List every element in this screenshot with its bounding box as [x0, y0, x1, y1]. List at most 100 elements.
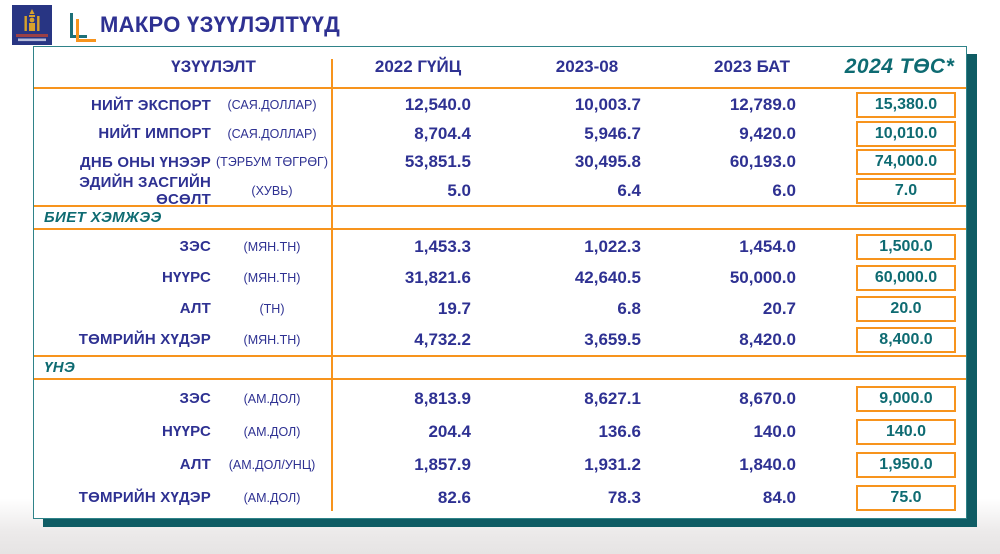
row-label-cell: НҮҮРС (МЯН.ТН) [34, 269, 333, 286]
table-row: НИЙТ ИМПОРТ (САЯ.ДОЛЛАР) 8,704.4 5,946.7… [34, 120, 966, 149]
value-2023-08: 42,640.5 [574, 267, 641, 287]
row-label: НИЙТ ЭКСПОРТ [90, 96, 211, 114]
table-header-row: ҮЗҮҮЛЭЛТ 2022 ГҮЙЦ 2023-08 2023 БАТ 2024… [34, 47, 966, 89]
value-2023-08: 78.3 [607, 487, 641, 507]
value-2024-cell: 74,000.0 [833, 149, 966, 176]
value-2022-actual: 31,821.6 [404, 267, 471, 287]
axes-orange-line [76, 19, 96, 42]
value-2024-budget: 60,000.0 [874, 268, 938, 286]
value-2024-budget-box: 10,010.0 [856, 120, 956, 147]
row-label-cell: ЗЭС (МЯН.ТН) [34, 238, 333, 255]
table-row: ТӨМРИЙН ХҮДЭР (МЯН.ТН) 4,732.2 3,659.5 8… [34, 324, 966, 355]
value-2022-actual: 8,704.4 [414, 123, 471, 143]
value-2023-08: 136.6 [598, 421, 641, 441]
table-row: НҮҮРС (МЯН.ТН) 31,821.6 42,640.5 50,000.… [34, 262, 966, 293]
row-label: ЭДИЙН ЗАСГИЙН ӨСӨЛТ [79, 173, 211, 208]
section-band-price: ҮНЭ [34, 355, 966, 380]
value-2023-approved: 8,670.0 [739, 388, 796, 408]
row-label: НИЙТ ИМПОРТ [98, 125, 211, 143]
value-2023-08: 8,627.1 [584, 388, 641, 408]
row-label-cell: АЛТ (АМ.ДОЛ/УНЦ) [34, 456, 333, 473]
value-2024-cell: 1,950.0 [833, 451, 966, 478]
table-row: АЛТ (ТН) 19.7 6.8 20.7 20.0 [34, 293, 966, 324]
row-label-cell: ТӨМРИЙН ХҮДЭР (МЯН.ТН) [34, 331, 333, 348]
table-row: НИЙТ ЭКСПОРТ (САЯ.ДОЛЛАР) 12,540.0 10,00… [34, 91, 966, 120]
value-2023-08: 1,931.2 [584, 454, 641, 474]
row-unit: (МЯН.ТН) [243, 332, 301, 347]
row-unit: (АМ.ДОЛ) [243, 391, 301, 406]
value-2024-budget: 10,010.0 [874, 124, 938, 142]
row-label: ТӨМРИЙН ХҮДЭР [78, 489, 211, 506]
row-label-cell: ДНБ ОНЫ ҮНЭЭР (ТЭРБУМ ТӨГРӨГ) [34, 154, 333, 171]
table-row: ТӨМРИЙН ХҮДЭР (АМ.ДОЛ) 82.6 78.3 84.0 75… [34, 481, 966, 514]
value-2024-budget: 75.0 [890, 488, 922, 506]
row-label-cell: АЛТ (ТН) [34, 300, 333, 317]
value-2024-cell: 60,000.0 [833, 264, 966, 291]
row-label: НҮҮРС [162, 269, 211, 286]
table-row: ЗЭС (АМ.ДОЛ) 8,813.9 8,627.1 8,670.0 9,0… [34, 382, 966, 415]
row-label: ЗЭС [179, 238, 211, 255]
table-row: АЛТ (АМ.ДОЛ/УНЦ) 1,857.9 1,931.2 1,840.0… [34, 448, 966, 481]
section-price: ЗЭС (АМ.ДОЛ) 8,813.9 8,627.1 8,670.0 9,0… [34, 380, 966, 514]
value-2024-budget-box: 1,950.0 [856, 451, 956, 478]
value-2023-approved: 60,193.0 [729, 152, 796, 172]
value-2024-budget: 140.0 [885, 422, 927, 440]
row-label: АЛТ [179, 300, 211, 317]
row-label-cell: ТӨМРИЙН ХҮДЭР (АМ.ДОЛ) [34, 489, 333, 506]
value-2024-budget-box: 140.0 [856, 418, 956, 445]
value-2023-approved: 1,454.0 [739, 236, 796, 256]
value-2023-approved: 84.0 [762, 487, 796, 507]
value-2023-approved: 140.0 [753, 421, 796, 441]
value-2024-budget-box: 1,500.0 [856, 233, 956, 260]
value-2022-actual: 19.7 [437, 298, 471, 318]
value-2023-approved: 9,420.0 [739, 123, 796, 143]
row-unit: (ТЭРБУМ ТӨГРӨГ) [216, 155, 328, 170]
value-2024-cell: 140.0 [833, 418, 966, 445]
value-2024-budget: 1,500.0 [879, 237, 933, 255]
value-2023-08: 5,946.7 [584, 123, 641, 143]
value-2023-08: 30,495.8 [574, 152, 641, 172]
value-2024-budget-box: 60,000.0 [856, 264, 956, 291]
value-2024-budget: 7.0 [894, 181, 918, 199]
value-2023-08: 1,022.3 [584, 236, 641, 256]
row-label: АЛТ [179, 456, 211, 473]
value-2024-budget: 9,000.0 [879, 389, 933, 407]
row-label-cell: ЗЭС (АМ.ДОЛ) [34, 390, 333, 407]
row-label-cell: ЭДИЙН ЗАСГИЙН ӨСӨЛТ (ХУВЬ) [34, 174, 333, 208]
value-2022-actual: 204.4 [428, 421, 471, 441]
section-main-indicators: НИЙТ ЭКСПОРТ (САЯ.ДОЛЛАР) 12,540.0 10,00… [34, 89, 966, 208]
value-2024-cell: 15,380.0 [833, 92, 966, 119]
column-header-2023-08: 2023-08 [555, 57, 619, 76]
value-2022-actual: 5.0 [447, 180, 471, 200]
value-2024-budget-box: 7.0 [856, 177, 956, 204]
value-2024-cell: 75.0 [833, 484, 966, 511]
value-2022-actual: 4,732.2 [414, 329, 471, 349]
value-2023-approved: 8,420.0 [739, 329, 796, 349]
macro-indicators-table: ҮЗҮҮЛЭЛТ 2022 ГҮЙЦ 2023-08 2023 БАТ 2024… [33, 46, 967, 519]
column-header-2022-actual: 2022 ГҮЙЦ [374, 57, 462, 76]
row-label: ТӨМРИЙН ХҮДЭР [78, 331, 211, 348]
column-header-2024-budget: 2024 ТӨС* [844, 55, 955, 78]
value-2024-budget-box: 8,400.0 [856, 326, 956, 353]
row-label-cell: НИЙТ ИМПОРТ (САЯ.ДОЛЛАР) [34, 125, 333, 142]
value-2023-08: 10,003.7 [574, 95, 641, 115]
row-label-cell: НҮҮРС (АМ.ДОЛ) [34, 423, 333, 440]
value-2024-budget: 1,950.0 [879, 455, 933, 473]
label-column-divider [331, 59, 333, 511]
value-2022-actual: 1,857.9 [414, 454, 471, 474]
row-unit: (АМ.ДОЛ) [243, 490, 301, 505]
table-row: НҮҮРС (АМ.ДОЛ) 204.4 136.6 140.0 140.0 [34, 415, 966, 448]
row-label-cell: НИЙТ ЭКСПОРТ (САЯ.ДОЛЛАР) [34, 97, 333, 114]
value-2022-actual: 8,813.9 [414, 388, 471, 408]
value-2023-approved: 12,789.0 [729, 95, 796, 115]
value-2024-cell: 20.0 [833, 295, 966, 322]
column-header-indicator: ҮЗҮҮЛЭЛТ [171, 57, 256, 76]
value-2024-budget: 74,000.0 [874, 153, 938, 171]
value-2023-approved: 6.0 [772, 180, 796, 200]
value-2024-cell: 9,000.0 [833, 385, 966, 412]
value-2024-budget-box: 9,000.0 [856, 385, 956, 412]
row-unit: (АМ.ДОЛ) [243, 424, 301, 439]
row-label: ДНБ ОНЫ ҮНЭЭР [80, 153, 211, 171]
value-2022-actual: 53,851.5 [404, 152, 471, 172]
value-2024-cell: 7.0 [833, 177, 966, 204]
